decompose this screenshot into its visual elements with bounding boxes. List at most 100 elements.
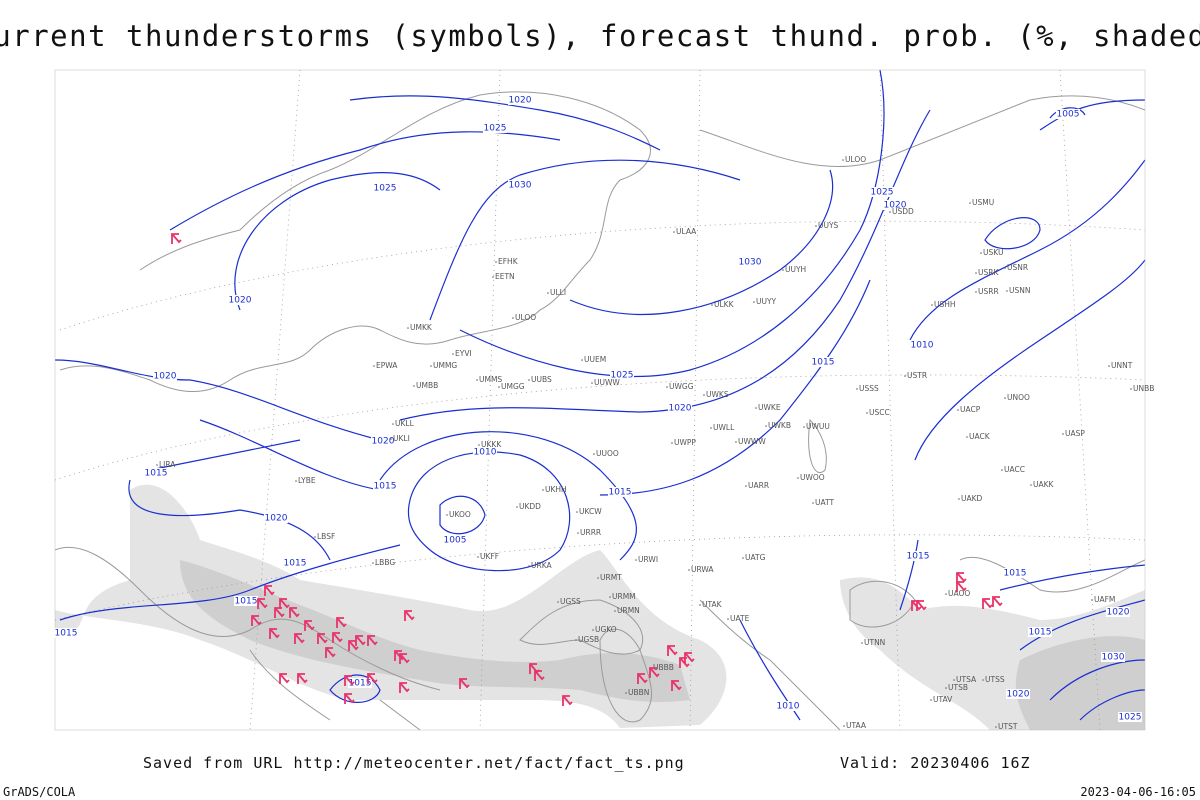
station-dot [889, 211, 891, 213]
station-label: USCC [869, 408, 890, 417]
station-dot [577, 532, 579, 534]
thunderstorm-symbol [562, 695, 573, 706]
thunderstorm-symbol [344, 693, 355, 704]
station-label: UTAA [846, 721, 867, 730]
station-dot [390, 438, 392, 440]
thunderstorm-symbol [534, 670, 545, 681]
thunderstorm-symbol [956, 572, 967, 583]
station-dot [609, 596, 611, 598]
thunderstorm-symbol [367, 673, 378, 684]
station-label: URWA [691, 565, 714, 574]
station-dot [542, 489, 544, 491]
station-dot [688, 569, 690, 571]
station-dot [1130, 388, 1132, 390]
station-dot [945, 687, 947, 689]
station-label: UTAV [933, 695, 953, 704]
isobar-label-bg [483, 123, 507, 133]
station-dot [314, 536, 316, 538]
thunderstorm-symbol [304, 620, 315, 631]
isobar-label-bg [144, 468, 168, 478]
thunderstorm-symbol [637, 673, 648, 684]
station-dot [635, 559, 637, 561]
station-dot [528, 379, 530, 381]
isobar-label: 1015 [55, 629, 78, 639]
thunderstorm-symbol [992, 596, 1003, 607]
station-label: ULOO [845, 155, 866, 164]
station-dot [452, 353, 454, 355]
station-label: UWOO [800, 473, 825, 482]
isobar-label: 1020 [1107, 608, 1130, 618]
thunderstorm-symbol [459, 678, 470, 689]
isobar-label: 1020 [884, 201, 907, 211]
thunderstorm-symbol [684, 652, 695, 663]
station-dot [745, 485, 747, 487]
station-label: UTST [998, 722, 1018, 731]
station-dot [980, 252, 982, 254]
station-label: ULKK [714, 300, 735, 309]
station-dot [1004, 397, 1006, 399]
isobar-label-bg [776, 701, 800, 711]
thunderstorm-symbol [982, 598, 993, 609]
thunderstorm-symbol [332, 632, 343, 643]
station-label: EFHK [498, 257, 519, 266]
isobar-label-bg [283, 558, 307, 568]
isobar-label: 1025 [374, 184, 397, 194]
station-label: UMMG [433, 361, 457, 370]
thunderstorm-symbol [355, 635, 366, 646]
station-label: UKCW [579, 507, 602, 516]
station-label: UUWW [594, 378, 620, 387]
station-dot [803, 426, 805, 428]
station-label: UGSS [560, 597, 581, 606]
station-label: URRR [580, 528, 601, 537]
station-label: EPWA [376, 361, 398, 370]
isobar-label: 1015 [284, 559, 307, 569]
station-label: UATT [815, 498, 834, 507]
thunderstorm-symbol [297, 673, 308, 684]
isobar-label: 1020 [1007, 690, 1030, 700]
coastline [59, 91, 651, 393]
station-dot [765, 425, 767, 427]
station-dot [735, 441, 737, 443]
station-label: UTSA [956, 675, 977, 684]
station-label: UGSB [578, 635, 599, 644]
station-label: USRK [978, 268, 999, 277]
station-dot [930, 699, 932, 701]
isobar-label-bg [811, 357, 835, 367]
thunderstorm-symbol [649, 667, 660, 678]
station-dot [755, 407, 757, 409]
thunderstorm-symbol [404, 610, 415, 621]
station-dot [856, 388, 858, 390]
isobar-label-bg [668, 403, 692, 413]
station-label: UTSS [985, 675, 1005, 684]
station-label: EETN [495, 272, 515, 281]
station-label: USSS [859, 384, 879, 393]
isobar-label-bg [153, 371, 177, 381]
station-label: UATE [730, 614, 750, 623]
station-label: USNN [1009, 286, 1030, 295]
station-label: USKU [983, 248, 1003, 257]
station-dot [958, 498, 960, 500]
isobar-label: 1005 [1057, 110, 1080, 120]
station-dot [969, 202, 971, 204]
isobar [909, 159, 1146, 461]
station-label: USNR [1007, 263, 1028, 272]
isobar-label: 1025 [1119, 713, 1142, 723]
station-label: UKLL [395, 419, 415, 428]
station-label: UTAK [702, 600, 723, 609]
source-url: Saved from URL http://meteocenter.net/fa… [143, 754, 685, 772]
isobar-label: 1015 [1029, 628, 1052, 638]
station-dot [512, 317, 514, 319]
station-label: UTSB [948, 683, 968, 692]
station-dot [516, 506, 518, 508]
station-dot [995, 726, 997, 728]
isobar-label-bg [1101, 652, 1125, 662]
station-label: UUOO [596, 449, 619, 458]
station-label: UARR [748, 481, 769, 490]
isobar-label: 1020 [154, 372, 177, 382]
station-label: UASP [1065, 429, 1085, 438]
timestamp: 2023-04-06-16:05 [1080, 785, 1196, 799]
isobar-label: 1010 [777, 702, 800, 712]
station-dot [446, 514, 448, 516]
valid-time: Valid: 20230406 16Z [840, 754, 1031, 772]
